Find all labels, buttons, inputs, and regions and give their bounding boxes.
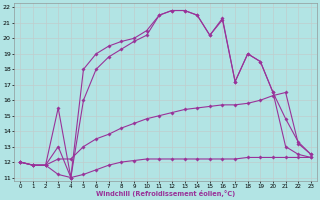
X-axis label: Windchill (Refroidissement éolien,°C): Windchill (Refroidissement éolien,°C): [96, 190, 235, 197]
